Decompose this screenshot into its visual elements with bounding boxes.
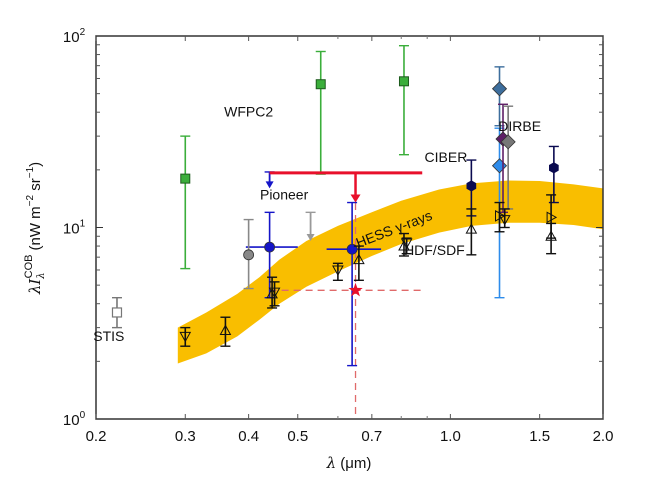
hdf-sdf-galaxy-counts-point-3-errorbar [269, 281, 280, 307]
y-tick-exponent: 2 [80, 27, 86, 38]
y-tick-base: 10 [63, 412, 80, 429]
y-title-unit-open: (nW m [27, 206, 44, 250]
wfpc2-point-1-marker [315, 79, 326, 90]
hdf-sdf-galaxy-counts-point-12-marker [545, 230, 557, 241]
hdf-sdf-galaxy-counts-point-11-marker [546, 211, 558, 224]
hdf-sdf-galaxy-counts-point-3-marker [268, 287, 281, 299]
y-title-unit-mid: sr [27, 178, 44, 195]
hdf-sdf-galaxy-counts-point-7-errorbar [401, 237, 412, 255]
hdf-sdf-galaxy-counts-point-4-marker [332, 265, 344, 277]
plot-frame [95, 35, 604, 420]
gray-upper-limit-point-0-upper-limit-arrow-head [306, 234, 315, 242]
pioneer-point-0-marker [264, 241, 276, 253]
hess-gamma-ray-band [177, 180, 604, 364]
y-title-unit-close: ) [27, 162, 44, 167]
x-tick-label: 1.5 [529, 428, 550, 445]
dirbe-point-1-marker [491, 158, 508, 174]
hdf-sdf-galaxy-counts-point-0-errorbar [180, 326, 191, 347]
hdf-sdf-galaxy-counts-point-5-marker [353, 253, 365, 265]
label-wfpc2: WFPC2 [224, 103, 273, 119]
wfpc2-point-2-marker [398, 76, 409, 87]
label-ciber: CIBER [425, 149, 468, 165]
label-dirbe: DIRBE [498, 118, 541, 134]
x-title-unit: (μm) [336, 455, 371, 472]
y-tick-label: 100 [63, 410, 86, 429]
x-title-lambda: λ [326, 454, 337, 472]
wfpc2-point-2-errorbar [398, 44, 409, 156]
y-title-exp1: −2 [25, 194, 36, 206]
y-tick-exponent: 0 [80, 410, 86, 421]
y-tick-label: 102 [63, 27, 86, 46]
stis-point-0-marker [111, 307, 123, 318]
x-axis-title: λ (μm) [326, 454, 372, 472]
wfpc2-point-1-errorbar [315, 50, 326, 175]
data-points-layer [111, 44, 559, 367]
hdf-sdf-galaxy-counts-point-8-errorbar [466, 208, 477, 256]
pioneer-upper-limit-point-0-upper-limit-arrow-head [265, 181, 274, 189]
y-title-I: I [26, 278, 44, 286]
y-title-sub: λ [36, 272, 47, 279]
y-title-lambda: λ [26, 285, 44, 296]
wfpc2-point-0-errorbar [180, 135, 191, 270]
dashed-guides-layer [269, 191, 423, 419]
y-title-sup: COB [23, 255, 35, 279]
hdf-sdf-galaxy-counts-point-9-marker [495, 210, 506, 222]
pioneer-point-1-errorbar [347, 201, 358, 367]
hdf-sdf-galaxy-counts-point-6-errorbar [398, 232, 409, 257]
hdf-sdf-galaxy-counts-point-8-marker [465, 223, 478, 234]
this-work-upper-limit-arrow-head [350, 194, 361, 203]
x-tick-label: 2.0 [593, 428, 614, 445]
hess-band-layer [177, 180, 604, 364]
hdf-sdf-galaxy-counts-point-7-marker [400, 238, 413, 250]
ciber-point-1-marker [549, 162, 559, 174]
hdf-sdf-galaxy-counts-point-12-errorbar [546, 222, 557, 255]
hdf-sdf-galaxy-counts-point-1-marker [219, 324, 232, 335]
dirbe-point-3-marker [500, 134, 516, 150]
x-tick-label: 0.2 [86, 428, 107, 445]
y-axis-title: λIλCOB(nW m−2 sr−1) [23, 162, 47, 295]
x-tick-label: 0.7 [361, 428, 382, 445]
dirbe-point-0-marker [491, 81, 508, 97]
y-tick-base: 10 [63, 29, 80, 46]
y-tick-base: 10 [63, 221, 80, 238]
x-tick-label: 0.4 [238, 428, 259, 445]
x-tick-label: 1.0 [440, 428, 461, 445]
hdf-sdf-galaxy-counts-point-9-errorbar [494, 201, 505, 233]
label-pioneer: Pioneer [260, 187, 309, 203]
label-hdf-sdf: HDF/SDF [404, 242, 465, 258]
label-stis: STIS [93, 328, 124, 344]
y-title-exp2: −1 [25, 166, 36, 178]
gray-circle-point-0-marker [243, 249, 255, 261]
wfpc2-point-0-marker [180, 173, 191, 184]
ciber-point-0-marker [466, 180, 477, 192]
x-tick-label: 0.5 [287, 428, 308, 445]
y-tick-label: 101 [63, 219, 86, 238]
x-tick-label: 0.3 [175, 428, 196, 445]
hdf-sdf-galaxy-counts-point-10-marker [498, 215, 511, 226]
hdf-sdf-galaxy-counts-point-0-marker [179, 331, 192, 343]
y-tick-exponent: 1 [80, 219, 86, 230]
hdf-sdf-galaxy-counts-point-1-errorbar [220, 316, 231, 347]
this-work-point-0-marker [348, 282, 363, 297]
